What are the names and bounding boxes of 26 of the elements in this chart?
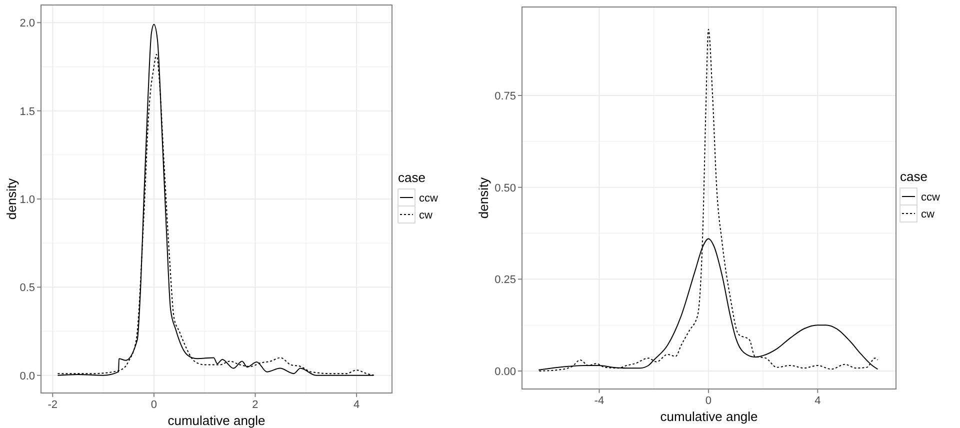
legend-label: ccw [921,192,940,204]
y-axis-title: density [476,176,491,219]
legend-label: cw [921,208,934,220]
legend-label: cw [419,210,432,222]
legend-title: case [398,170,426,185]
x-axis-title: cumulative angle [660,409,758,424]
x-tick-label: 0 [150,399,158,411]
x-axis-title: cumulative angle [168,413,266,428]
x-tick-label: -4 [594,395,604,407]
legend-title: case [900,169,928,184]
y-tick-label: 0.5 [20,282,35,294]
y-tick-label: 0.75 [494,90,516,103]
x-tick-label: 2 [252,399,258,411]
y-tick-label: 1.5 [20,106,35,118]
x-tick-label: 0 [705,395,712,407]
x-tick-label: 4 [814,395,821,407]
x-tick-label: 4 [353,399,360,411]
y-tick-label: 0.00 [494,366,516,378]
y-tick-label: 0.50 [494,182,516,194]
x-tick-label: -2 [48,399,58,411]
y-tick-label: 1.0 [20,194,35,206]
y-axis-title: density [4,178,19,220]
legend-label: ccw [419,192,438,204]
y-tick-label: 0.25 [494,274,516,286]
y-tick-label: 2.0 [20,18,35,30]
y-tick-label: 0.0 [20,370,35,382]
